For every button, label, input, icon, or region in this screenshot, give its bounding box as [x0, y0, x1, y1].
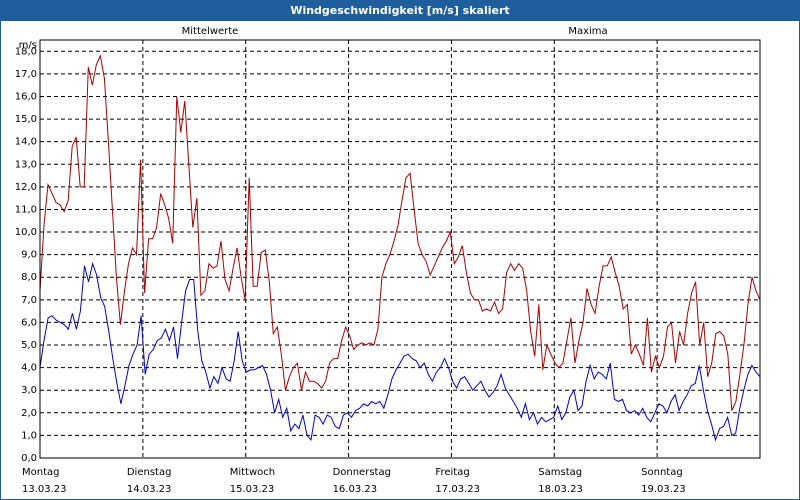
- legend: Mittelwerte Maxima: [182, 26, 608, 37]
- x-tick-date: 17.03.23: [435, 484, 480, 495]
- y-tick-label: 8,0: [21, 272, 37, 283]
- series-layer: [39, 54, 761, 442]
- y-tick-label: 0,0: [21, 453, 37, 464]
- x-tick-date: 15.03.23: [230, 484, 275, 495]
- x-axis: Montag 13.03.23 Dienstag 14.03.23 Mittwoch 15…: [22, 467, 686, 495]
- y-tick-label: 12,0: [15, 182, 37, 193]
- y-tick-label: 14,0: [15, 137, 37, 148]
- x-tick-day: Dienstag: [127, 467, 172, 478]
- y-tick-label: 10,0: [15, 227, 37, 238]
- y-tick-label: 2,0: [21, 408, 37, 419]
- y-tick-label: 3,0: [21, 385, 37, 396]
- x-tick-day: Sonntag: [641, 467, 683, 478]
- y-axis: 0,0 1,0 2,0 3,0 4,0 5,0 6,0 7,0 8,0 9,0 10,0 11,0 12…: [15, 40, 37, 464]
- series-line-mittelwerte: [39, 261, 761, 442]
- y-tick-label: 7,0: [21, 295, 37, 306]
- x-tick-day: Montag: [22, 467, 59, 478]
- y-tick-label: 4,0: [21, 363, 37, 374]
- x-tick-day: Freitag: [435, 467, 469, 478]
- y-tick-label: 9,0: [21, 250, 37, 261]
- legend-mittelwerte: Mittelwerte: [182, 26, 239, 37]
- legend-maxima: Maxima: [568, 26, 607, 37]
- x-tick-day: Mittwoch: [230, 467, 275, 478]
- y-tick-label: 15,0: [15, 114, 37, 125]
- y-tick-label: 6,0: [21, 317, 37, 328]
- y-tick-label: 17,0: [15, 69, 37, 80]
- x-tick-date: 14.03.23: [127, 484, 172, 495]
- x-tick-date: 18.03.23: [538, 484, 583, 495]
- x-tick-date: 16.03.23: [333, 484, 378, 495]
- x-tick-day: Donnerstag: [333, 467, 391, 478]
- plot-border: [39, 39, 761, 459]
- x-tick-date: 13.03.23: [22, 484, 67, 495]
- x-tick-date: 19.03.23: [641, 484, 686, 495]
- grid-layer: [40, 40, 760, 459]
- series-line-maxima: [39, 54, 761, 411]
- y-axis-label: m/s: [19, 40, 37, 51]
- chart-title: Windgeschwindigkeit [m/s] skaliert: [1, 1, 799, 21]
- y-tick-label: 5,0: [21, 340, 37, 351]
- y-tick-label: 11,0: [15, 204, 37, 215]
- x-tick-day: Samstag: [538, 467, 582, 478]
- y-tick-label: 16,0: [15, 91, 37, 102]
- y-tick-label: 1,0: [21, 430, 37, 441]
- y-tick-label: 13,0: [15, 159, 37, 170]
- y-tick-label: 18,0: [15, 46, 37, 57]
